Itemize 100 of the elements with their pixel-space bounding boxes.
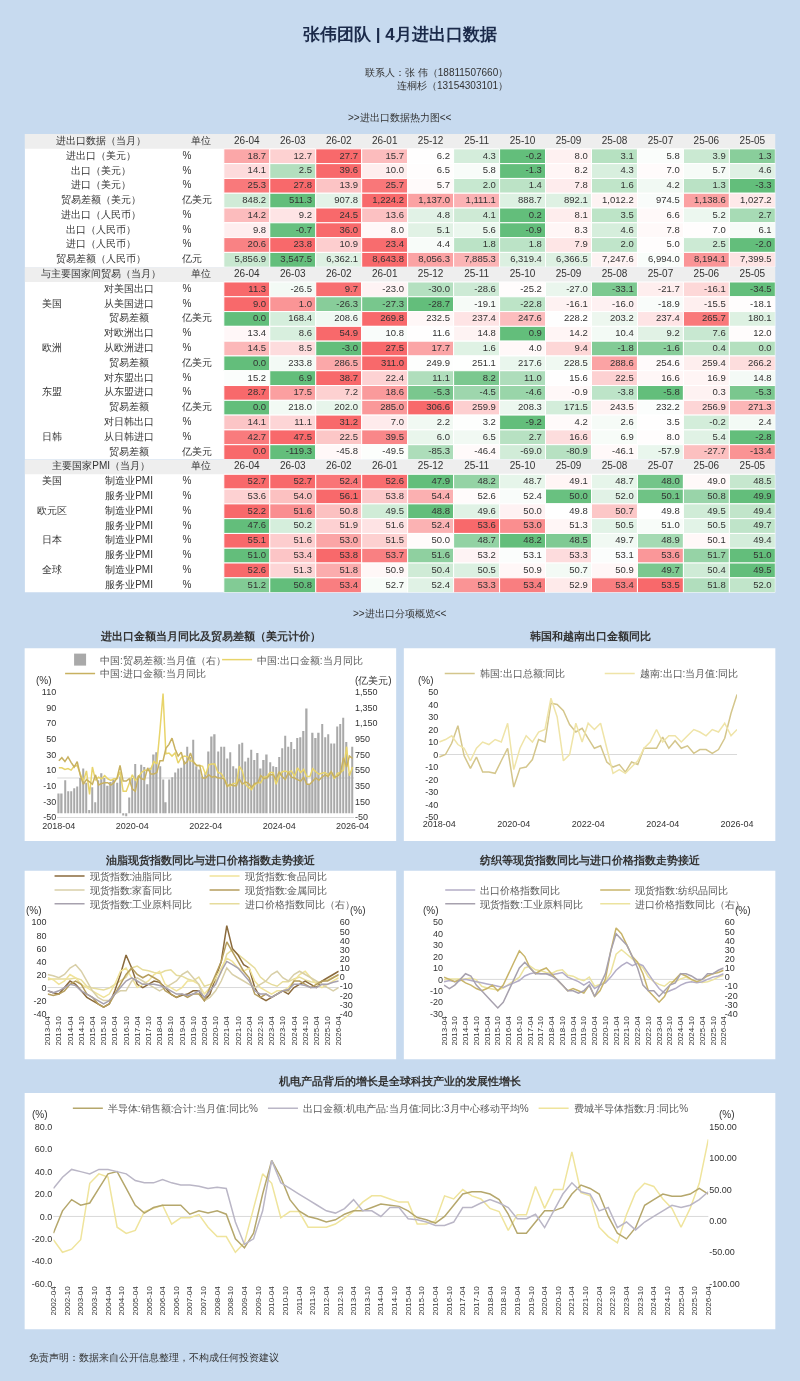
data-label: 1.3 — [758, 149, 772, 161]
data-label: 11.1 — [432, 371, 450, 383]
x-tick-label: 2015-10 — [417, 1285, 427, 1316]
data-label: 0.4 — [712, 341, 726, 353]
x-tick-label: 2017-10 — [536, 1015, 546, 1046]
data-label: 9.7 — [344, 282, 359, 294]
data-label: 51.5 — [385, 534, 404, 546]
x-tick-label: 2021-04 — [567, 1285, 577, 1316]
data-label: 47.6 — [247, 519, 267, 531]
y2-tick-label: 1,350 — [355, 702, 378, 713]
x-tick-label: 26-01 — [371, 134, 398, 146]
data-label: 0.3 — [712, 386, 726, 398]
data-label: 2.7 — [528, 430, 542, 442]
y-tick-label: 从欧洲进口 — [104, 342, 155, 354]
x-tick-label: 2026-04 — [334, 1015, 344, 1046]
data-label: 6.9 — [298, 371, 313, 383]
data-label: 51.3 — [293, 563, 313, 575]
x-tick-label: 2025-10 — [323, 1015, 333, 1046]
data-label: 0.0 — [252, 445, 267, 457]
data-label: -46.1 — [612, 445, 634, 457]
data-label: 24.5 — [339, 208, 359, 220]
data-label: 8,194.1 — [694, 253, 726, 265]
y-tick-label: 制造业PMI — [105, 563, 153, 575]
data-label: 6.5 — [482, 430, 496, 442]
data-label: 53.4 — [339, 578, 359, 590]
data-label: 306.6 — [426, 401, 450, 413]
legend-label: 现货指数:金属同比 — [244, 884, 328, 896]
data-label: 3.2 — [482, 415, 496, 427]
data-label: 53.6 — [247, 489, 267, 501]
y-tick-label: 从东盟进口 — [104, 386, 155, 398]
x-tick-label: 2020-10 — [211, 1015, 221, 1046]
x-tick-label: 26-04 — [234, 460, 261, 472]
y-tick-label: 进口（人民币） — [66, 238, 137, 250]
x-tick-label: 2003-04 — [76, 1285, 86, 1316]
data-label: 237.4 — [472, 312, 496, 324]
data-label: 8.2 — [482, 371, 496, 383]
data-label: 0.0 — [758, 341, 772, 353]
x-tick-label: 2014-04 — [376, 1285, 386, 1316]
data-label: -27.3 — [382, 297, 404, 309]
data-label: 5.7 — [712, 164, 726, 176]
legend-label: 现货指数:家畜同比 — [89, 884, 173, 896]
x-tick-label: 2009-10 — [253, 1285, 263, 1316]
data-label: 8.6 — [298, 327, 313, 339]
data-label: -2.8 — [755, 430, 772, 442]
data-label: 4.3 — [482, 149, 496, 161]
x-tick-label: 2016-04 — [504, 1015, 514, 1046]
data-label: 11.3 — [248, 282, 267, 294]
y-tick-label: 100 — [31, 917, 47, 928]
x-tick-label: 2023-10 — [635, 1285, 645, 1316]
data-label: 22.5 — [615, 371, 634, 383]
data-label: 4.1 — [482, 208, 496, 220]
data-label: 10.9 — [339, 238, 359, 250]
data-label: 7,885.3 — [464, 253, 496, 265]
y-axis-title: 主要国家PMI（当月） — [52, 460, 151, 472]
y2-tick-label: 20 — [724, 953, 735, 964]
data-label: 49.5 — [707, 504, 726, 516]
data-label: 53.8 — [385, 489, 404, 501]
data-label: -23.0 — [382, 282, 404, 294]
x-tick-label: 2012-04 — [321, 1285, 331, 1316]
data-label: 52.4 — [431, 578, 450, 590]
x-tick-label: 25-06 — [693, 134, 720, 146]
x-tick-label: 2023-04 — [267, 1015, 277, 1046]
data-label: -18.1 — [750, 297, 772, 309]
data-label: 51.6 — [431, 549, 450, 561]
y2-tick-label: 150 — [355, 796, 371, 807]
data-label: 11.1 — [294, 415, 313, 427]
y-tick-label: 进出口（美元） — [66, 149, 137, 161]
x-tick-label: 2024-10 — [687, 1015, 697, 1046]
x-tick-label: 2020-04 — [497, 819, 531, 830]
data-label: 52.4 — [431, 519, 450, 531]
data-label: 4.3 — [620, 164, 634, 176]
x-tick-label: 2021-04 — [611, 1015, 621, 1046]
text: >>进出口数据热力图<< — [348, 112, 452, 123]
data-label: 271.3 — [747, 401, 772, 413]
data-label: 49.9 — [753, 489, 772, 501]
legend-label: 现货指数:工业原料同比 — [89, 898, 193, 910]
data-label: -26.5 — [290, 282, 313, 294]
data-label: 286.5 — [334, 356, 359, 368]
data-label: 49.8 — [661, 504, 680, 516]
data-label: 6.5 — [436, 164, 450, 176]
x-tick-label: 2017-04 — [525, 1015, 535, 1046]
x-tick-label: 2009-04 — [240, 1285, 250, 1316]
data-label: 51.0 — [661, 519, 680, 531]
chart-title: 韩国和越南出口金额同比 — [529, 630, 651, 642]
text: % — [182, 371, 192, 383]
x-tick-label: 25-05 — [739, 134, 766, 146]
x-tick-label: 2015-10 — [99, 1015, 109, 1046]
y2-axis-title: (%) — [350, 905, 366, 916]
x-tick-label: 26-04 — [234, 268, 261, 280]
y2-tick-label: -20 — [339, 990, 353, 1001]
data-label: 5.2 — [712, 208, 726, 220]
legend-label: 现货指数:油脂同比 — [89, 870, 173, 882]
data-label: 53.0 — [523, 519, 542, 531]
data-label: 25.7 — [385, 179, 404, 191]
data-label: 47.9 — [431, 475, 450, 487]
y-axis-title: (%) — [418, 675, 434, 686]
data-label: 52.7 — [247, 475, 267, 487]
y-axis-title: (%) — [32, 1109, 48, 1120]
legend-label: 现货指数:纺织品同比 — [635, 884, 728, 896]
x-tick-label: 2020-04 — [200, 1015, 209, 1046]
